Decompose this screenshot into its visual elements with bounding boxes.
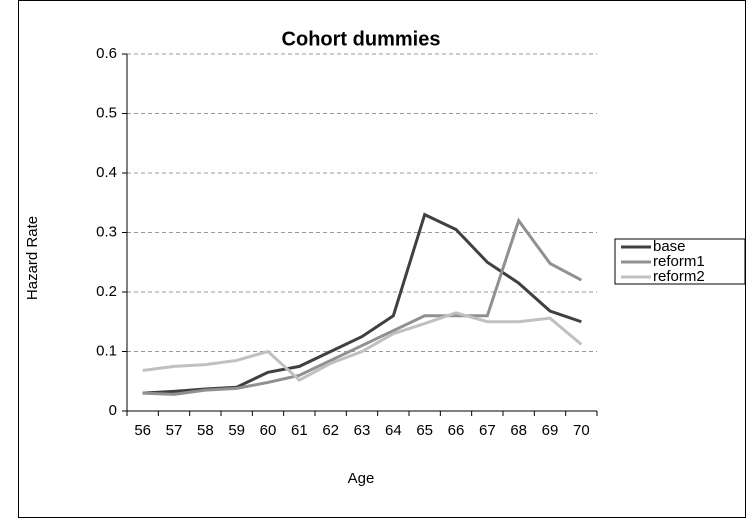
x-tick-label: 67 [479,422,496,439]
x-axis-label: Age [348,470,375,487]
y-tick-label: 0.5 [96,104,117,121]
legend-label: base [653,238,686,255]
x-tick-label: 56 [134,422,151,439]
x-tick-label: 63 [354,422,371,439]
x-tick-label: 60 [260,422,277,439]
x-tick-label: 70 [573,422,590,439]
line-series [142,311,583,382]
y-tick-label: 0.2 [96,283,117,300]
x-tick-label: 68 [510,422,527,439]
x-tick-label: 64 [385,422,402,439]
x-tick-label: 65 [416,422,433,439]
y-tick-label: 0.3 [96,223,117,240]
x-tick-label: 61 [291,422,308,439]
legend-label: reform1 [653,253,705,270]
chart-title: Cohort dummies [282,28,441,50]
y-tick-label: 0.6 [96,45,117,62]
y-tick-label: 0.1 [96,342,117,359]
x-tick-label: 62 [322,422,339,439]
x-tick-label: 59 [228,422,245,439]
x-tick-label: 69 [542,422,559,439]
x-tick-label: 58 [197,422,214,439]
y-axis-label: Hazard Rate [24,216,41,300]
y-tick-label: 0 [109,402,117,419]
x-tick-label: 57 [166,422,183,439]
y-tick-label: 0.4 [96,164,117,181]
legend-label: reform2 [653,268,705,285]
x-tick-label: 66 [448,422,465,439]
line-series [142,217,583,396]
